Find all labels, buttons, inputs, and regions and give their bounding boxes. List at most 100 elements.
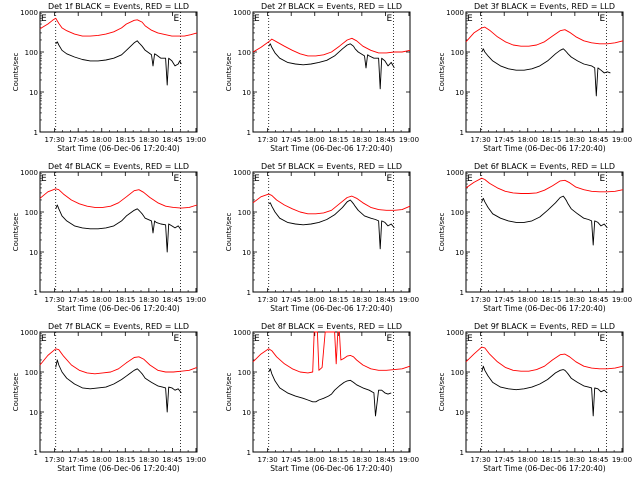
lld-series-line bbox=[39, 17, 198, 37]
y-tick-label: 100 bbox=[25, 209, 38, 217]
chart-panel-3: Det 3f BLACK = Events, RED = LLD 1 10 100 10… bbox=[438, 2, 632, 153]
y-axis-label: Counts/sec bbox=[12, 373, 20, 412]
y-tick-label: 1000 bbox=[446, 9, 464, 17]
marker-label-e: E bbox=[387, 14, 393, 24]
x-tick-label: 18:00 bbox=[305, 296, 325, 304]
x-tick-label: 18:45 bbox=[162, 136, 182, 144]
marker-label-e: E bbox=[254, 14, 260, 24]
x-tick-label: 17:30 bbox=[258, 296, 278, 304]
chart-title: Det 5f BLACK = Events, RED = LLD bbox=[261, 162, 402, 171]
lld-series-line bbox=[39, 188, 198, 209]
x-tick-label: 18:00 bbox=[92, 296, 112, 304]
x-axis-label: Start Time (06-Dec-06 17:20:40) bbox=[57, 464, 179, 473]
events-series-line bbox=[268, 199, 395, 250]
x-axis-label: Start Time (06-Dec-06 17:20:40) bbox=[483, 144, 605, 153]
marker-label-e: E bbox=[174, 334, 180, 344]
marker-label-e: E bbox=[600, 174, 606, 184]
x-tick-label: 17:30 bbox=[471, 296, 491, 304]
x-tick-label: 18:00 bbox=[518, 296, 538, 304]
y-tick-label: 1000 bbox=[233, 329, 251, 337]
x-tick-label: 18:00 bbox=[518, 456, 538, 464]
plot-frame bbox=[252, 331, 411, 453]
lld-series-line bbox=[465, 346, 624, 372]
y-tick-label: 10 bbox=[242, 89, 251, 97]
events-series-line bbox=[268, 368, 392, 417]
x-tick-label: 18:45 bbox=[162, 456, 182, 464]
marker-label-e: E bbox=[387, 174, 393, 184]
x-tick-label: 17:45 bbox=[494, 456, 514, 464]
events-series-line bbox=[55, 40, 182, 86]
y-tick-label: 10 bbox=[455, 89, 464, 97]
chart-panel-4: Det 4f BLACK = Events, RED = LLD 1 10 100 10… bbox=[12, 162, 206, 313]
x-tick-label: 17:30 bbox=[45, 456, 65, 464]
y-tick-label: 1 bbox=[34, 449, 38, 457]
y-tick-label: 100 bbox=[451, 369, 464, 377]
x-tick-label: 19:00 bbox=[186, 456, 206, 464]
x-tick-label: 18:45 bbox=[588, 136, 608, 144]
events-series-line bbox=[481, 365, 608, 417]
lld-series-line bbox=[39, 348, 198, 375]
x-tick-label: 18:45 bbox=[162, 296, 182, 304]
plot-frame bbox=[252, 171, 411, 293]
x-tick-label: 17:30 bbox=[471, 456, 491, 464]
x-tick-label: 19:00 bbox=[399, 296, 419, 304]
x-tick-label: 18:30 bbox=[565, 296, 585, 304]
marker-label-e: E bbox=[41, 174, 47, 184]
chart-panel-1: Det 1f BLACK = Events, RED = LLD 1 10 100 10… bbox=[12, 2, 206, 153]
x-tick-label: 17:30 bbox=[258, 456, 278, 464]
y-tick-label: 1000 bbox=[20, 9, 38, 17]
marker-label-e: E bbox=[41, 334, 47, 344]
x-tick-label: 18:00 bbox=[518, 136, 538, 144]
x-tick-label: 18:45 bbox=[375, 296, 395, 304]
x-tick-label: 18:00 bbox=[305, 456, 325, 464]
x-tick-label: 18:15 bbox=[115, 296, 135, 304]
y-axis-label: Counts/sec bbox=[438, 373, 446, 412]
x-tick-label: 17:30 bbox=[45, 136, 65, 144]
y-tick-label: 1 bbox=[247, 449, 251, 457]
y-tick-label: 100 bbox=[25, 369, 38, 377]
plot-frame bbox=[465, 331, 624, 453]
x-tick-label: 18:30 bbox=[352, 136, 372, 144]
y-tick-label: 10 bbox=[29, 249, 38, 257]
x-tick-label: 18:00 bbox=[92, 456, 112, 464]
y-axis-label: Counts/sec bbox=[12, 213, 20, 252]
x-tick-label: 17:45 bbox=[281, 456, 301, 464]
y-tick-label: 1000 bbox=[446, 169, 464, 177]
marker-label-e: E bbox=[600, 14, 606, 24]
lld-series-line bbox=[465, 177, 624, 194]
marker-label-e: E bbox=[467, 14, 473, 24]
y-tick-label: 1000 bbox=[446, 329, 464, 337]
x-tick-label: 17:45 bbox=[494, 296, 514, 304]
lld-series-line bbox=[252, 37, 411, 57]
chart-panel-8: Det 8f BLACK = Events, RED = LLD 1 10 100 10… bbox=[225, 322, 419, 473]
x-axis-label: Start Time (06-Dec-06 17:20:40) bbox=[270, 304, 392, 313]
y-tick-label: 1 bbox=[460, 449, 464, 457]
chart-panel-6: Det 6f BLACK = Events, RED = LLD 1 10 100 10… bbox=[438, 162, 632, 313]
x-tick-label: 17:30 bbox=[258, 136, 278, 144]
lld-series-line bbox=[252, 331, 411, 374]
x-axis-label: Start Time (06-Dec-06 17:20:40) bbox=[270, 464, 392, 473]
x-tick-label: 18:15 bbox=[328, 136, 348, 144]
marker-label-e: E bbox=[174, 174, 180, 184]
plot-frame bbox=[39, 11, 198, 133]
y-axis-label: Counts/sec bbox=[225, 213, 233, 252]
events-series-line bbox=[55, 204, 182, 253]
plot-frame bbox=[39, 171, 198, 293]
y-tick-label: 10 bbox=[242, 249, 251, 257]
y-tick-label: 10 bbox=[242, 409, 251, 417]
y-tick-label: 1 bbox=[247, 129, 251, 137]
x-tick-label: 18:15 bbox=[115, 456, 135, 464]
y-tick-label: 1 bbox=[34, 129, 38, 137]
x-tick-label: 19:00 bbox=[399, 456, 419, 464]
x-tick-label: 18:15 bbox=[115, 136, 135, 144]
marker-label-e: E bbox=[41, 14, 47, 24]
chart-title: Det 3f BLACK = Events, RED = LLD bbox=[474, 2, 615, 11]
y-tick-label: 1 bbox=[460, 129, 464, 137]
x-axis-label: Start Time (06-Dec-06 17:20:40) bbox=[57, 144, 179, 153]
x-axis-label: Start Time (06-Dec-06 17:20:40) bbox=[483, 304, 605, 313]
x-tick-label: 17:45 bbox=[68, 296, 88, 304]
x-tick-label: 19:00 bbox=[186, 296, 206, 304]
x-tick-label: 18:45 bbox=[375, 456, 395, 464]
x-tick-label: 19:00 bbox=[612, 136, 632, 144]
